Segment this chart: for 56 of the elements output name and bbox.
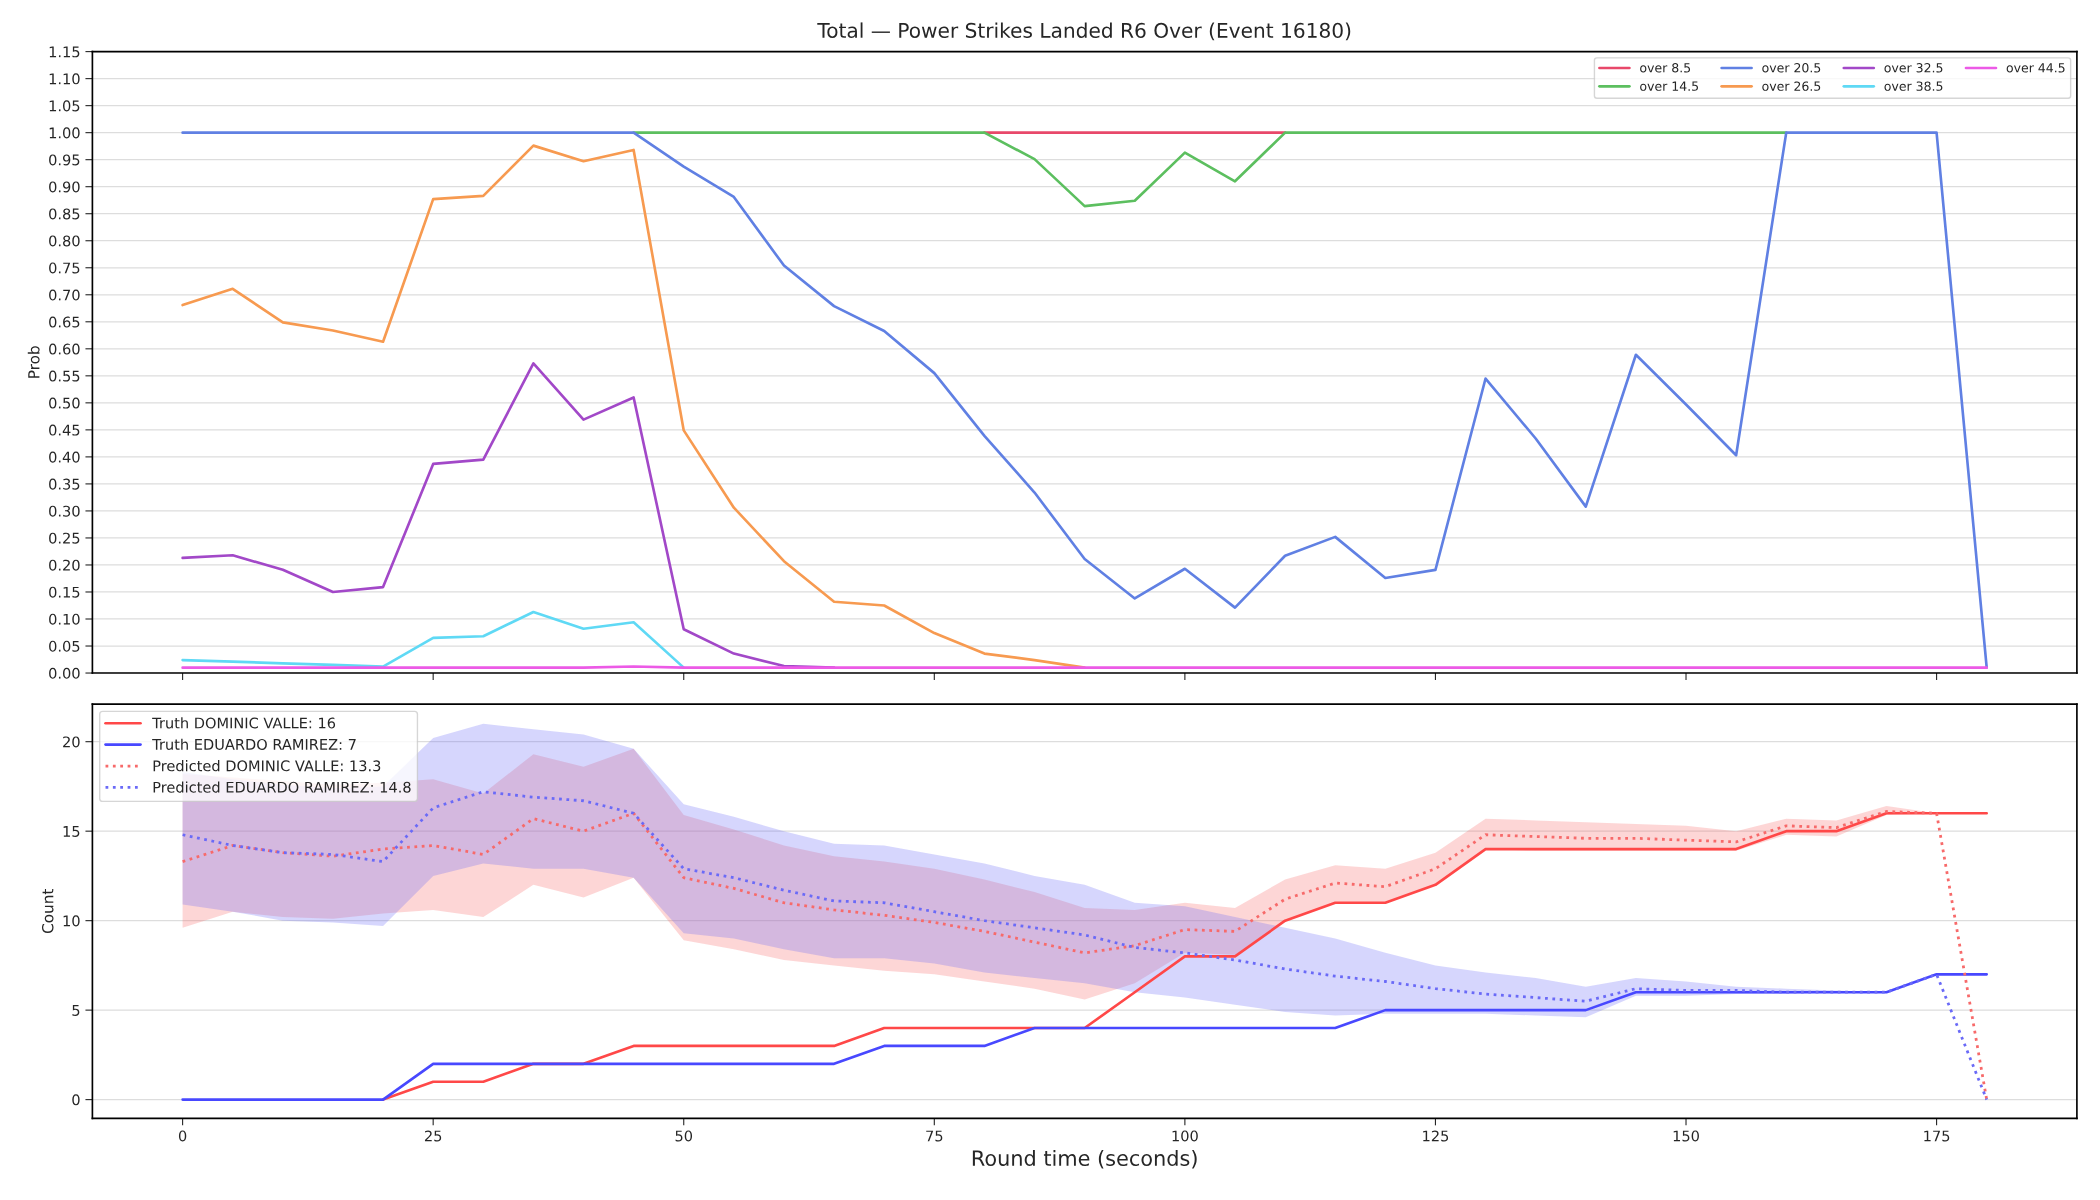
y-tick-label: 0.30 (49, 505, 80, 517)
y-tick-label: 0.65 (49, 316, 80, 328)
y-tick-label: 1.00 (49, 127, 80, 139)
y-axis-title: Prob (27, 346, 40, 378)
y-tick-label: 10 (63, 915, 80, 927)
x-tick-label: 125 (1423, 1130, 1449, 1142)
legend-label: over 26.5 (1762, 81, 1821, 91)
y-tick-label: 0.55 (49, 370, 80, 382)
y-tick-label: 0.95 (49, 154, 80, 166)
legend-label: Truth DOMINIC VALLE: 16 (152, 717, 336, 729)
x-tick-label: 100 (1172, 1130, 1198, 1142)
x-tick-label: 175 (1924, 1130, 1950, 1142)
y-tick-label: 5 (72, 1005, 80, 1016)
y-tick-label: 0.20 (49, 559, 80, 571)
y-tick-label: 0.80 (49, 235, 80, 247)
legend-label: over 14.5 (1640, 81, 1699, 91)
y-tick-label: 0.00 (49, 667, 80, 679)
x-tick-label: 50 (675, 1130, 693, 1142)
y-tick-label: 0.15 (49, 586, 80, 598)
legend-label: Predicted EDUARDO RAMIREZ: 14.8 (153, 781, 411, 793)
y-tick-label: 0.45 (49, 424, 80, 436)
y-tick-label: 0.10 (49, 613, 80, 625)
legend-label: over 32.5 (1884, 63, 1943, 73)
chart-title: Total — Power Strikes Landed R6 Over (Event 16180) (817, 22, 1351, 41)
legend-label: over 8.5 (1640, 63, 1691, 73)
y-tick-label: 1.05 (49, 100, 80, 112)
line-series (181, 610, 686, 669)
y-tick-label: 0.70 (49, 289, 80, 301)
y-tick-label: 15 (63, 826, 80, 837)
line-series (181, 131, 1989, 669)
y-tick-label: 1.10 (49, 73, 80, 85)
y-tick-label: 0.05 (49, 640, 80, 652)
legend-label: Predicted DOMINIC VALLE: 13.3 (153, 760, 381, 772)
y-tick-label: 0 (72, 1094, 80, 1106)
legend-label: over 44.5 (2006, 63, 2065, 73)
x-tick-label: 25 (424, 1130, 442, 1142)
legend-label: over 20.5 (1762, 63, 1821, 73)
legend-label: over 38.5 (1884, 81, 1943, 91)
y-tick-label: 0.50 (49, 397, 80, 409)
y-tick-label: 1.15 (49, 46, 80, 58)
y-tick-label: 0.60 (49, 343, 80, 355)
y-tick-label: 0.35 (49, 478, 80, 490)
x-tick-label: 150 (1673, 1130, 1699, 1142)
y-axis-title: Count (41, 888, 54, 934)
y-tick-label: 0.75 (49, 262, 80, 274)
y-tick-label: 0.85 (49, 208, 80, 220)
line-series (181, 973, 1989, 1101)
legend-label: Truth EDUARDO RAMIREZ: 7 (152, 738, 356, 750)
x-tick-label: 0 (178, 1130, 187, 1142)
x-tick-label: 75 (926, 1130, 943, 1142)
y-tick-label: 0.90 (49, 181, 80, 193)
y-tick-label: 20 (63, 736, 80, 748)
x-axis-title: Round time (seconds) (972, 1149, 1197, 1169)
line-series (632, 131, 1788, 208)
y-tick-label: 0.25 (49, 532, 80, 544)
y-tick-label: 0.40 (49, 451, 80, 463)
